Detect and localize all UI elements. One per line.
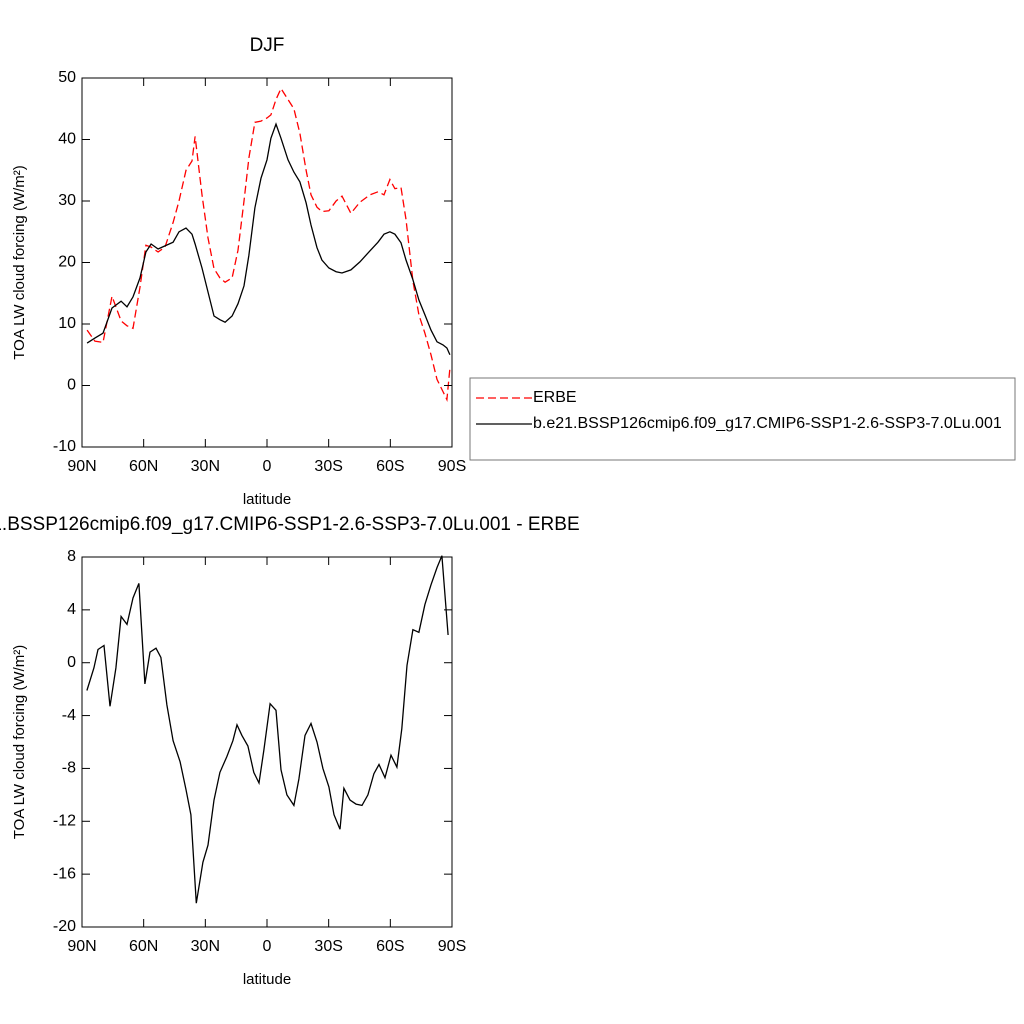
x-tick-label: 30N [191,938,220,955]
data-line [86,87,451,402]
x-tick-label: 60N [129,938,158,955]
x-tick-label: 30S [314,458,342,475]
x-tick-label: 0 [263,458,272,475]
y-tick-label: -4 [62,707,76,724]
y-tick-label: 20 [58,254,76,271]
y-tick-label: 0 [67,654,76,671]
legend-label: b.e21.BSSP126cmip6.f09_g17.CMIP6-SSP1-2.… [533,415,1002,432]
x-tick-label: 30S [314,938,342,955]
y-tick-label: 30 [58,192,76,209]
y-tick-label: 0 [67,377,76,394]
y-tick-label: -20 [53,918,76,935]
y-tick-label: 40 [58,131,76,148]
x-axis-label: latitude [243,971,291,988]
x-tick-label: 30N [191,458,220,475]
x-tick-label: 60S [376,458,404,475]
y-tick-label: -8 [62,760,76,777]
chart-title: b.e21.BSSP126cmip6.f09_g17.CMIP6-SSP1-2.… [0,514,580,535]
data-line [86,555,449,904]
y-tick-label: -12 [53,813,76,830]
x-tick-label: 0 [263,938,272,955]
y-tick-label: 8 [67,548,76,565]
y-tick-label: -16 [53,865,76,882]
x-tick-label: 90S [438,458,466,475]
plot-frame [81,556,453,928]
legend-label: ERBE [533,389,577,406]
x-tick-label: 90N [67,938,96,955]
y-axis-label: TOA LW cloud forcing (W/m²) [11,645,28,839]
data-line [86,122,451,356]
plot-frame [81,77,453,448]
y-tick-label: 4 [67,601,76,618]
x-tick-label: 90N [67,458,96,475]
legend-box [469,377,1016,461]
x-tick-label: 60N [129,458,158,475]
x-tick-label: 90S [438,938,466,955]
y-tick-label: 50 [58,69,76,86]
x-axis-label: latitude [243,491,291,508]
y-tick-label: 10 [58,315,76,332]
x-tick-label: 60S [376,938,404,955]
y-axis-label: TOA LW cloud forcing (W/m²) [11,165,28,359]
y-tick-label: -10 [53,438,76,455]
chart-title: DJF [250,35,285,56]
